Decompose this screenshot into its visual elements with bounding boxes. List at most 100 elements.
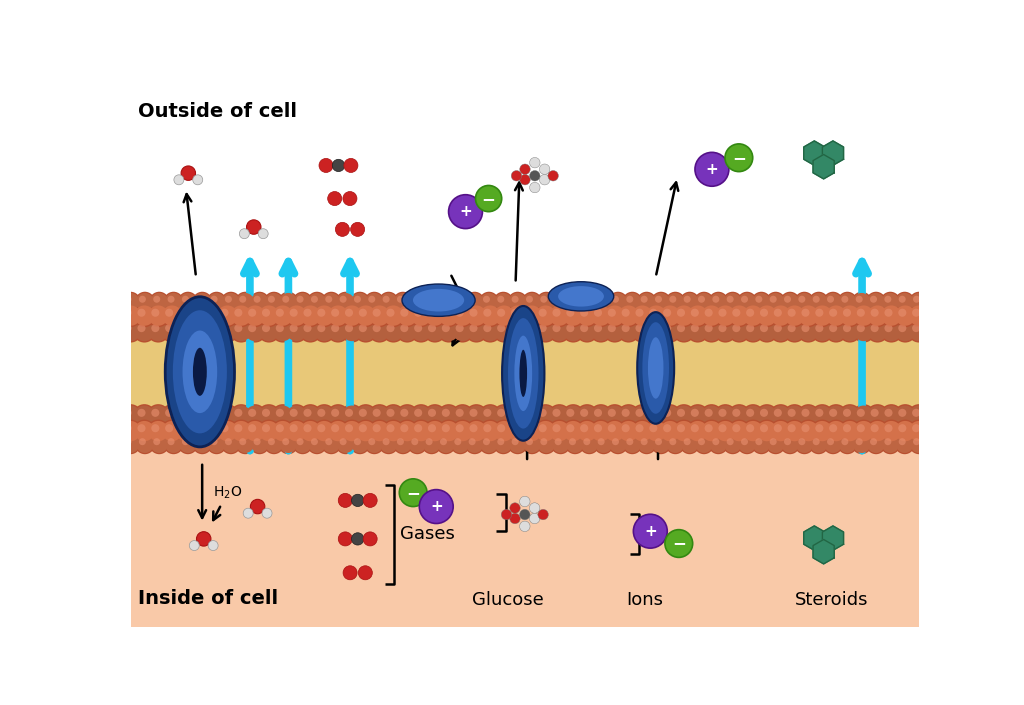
- Circle shape: [297, 295, 303, 302]
- Circle shape: [351, 293, 369, 310]
- Circle shape: [536, 405, 556, 426]
- Circle shape: [139, 439, 145, 445]
- Circle shape: [400, 409, 409, 417]
- Circle shape: [885, 324, 893, 332]
- Circle shape: [534, 404, 557, 427]
- Circle shape: [780, 434, 800, 454]
- Circle shape: [674, 421, 694, 441]
- Circle shape: [294, 436, 311, 453]
- Circle shape: [770, 421, 791, 441]
- Circle shape: [373, 409, 381, 417]
- Circle shape: [508, 292, 527, 312]
- Circle shape: [436, 292, 456, 312]
- Circle shape: [193, 175, 203, 185]
- Circle shape: [756, 439, 762, 445]
- Circle shape: [400, 324, 409, 332]
- Circle shape: [524, 324, 532, 332]
- Circle shape: [732, 424, 740, 432]
- Circle shape: [896, 293, 913, 310]
- Circle shape: [742, 305, 763, 326]
- Circle shape: [649, 309, 657, 317]
- Circle shape: [687, 405, 708, 426]
- Circle shape: [478, 304, 502, 327]
- Circle shape: [397, 321, 418, 341]
- Circle shape: [478, 419, 502, 443]
- Circle shape: [719, 424, 727, 432]
- Circle shape: [151, 436, 168, 453]
- Circle shape: [400, 309, 409, 317]
- Circle shape: [909, 434, 929, 454]
- Circle shape: [136, 436, 154, 453]
- Circle shape: [483, 324, 492, 332]
- Circle shape: [673, 304, 695, 327]
- Ellipse shape: [165, 297, 234, 447]
- Circle shape: [148, 421, 168, 441]
- Circle shape: [441, 309, 450, 317]
- Circle shape: [179, 409, 187, 417]
- Circle shape: [882, 321, 901, 341]
- Circle shape: [677, 424, 685, 432]
- Circle shape: [394, 293, 412, 310]
- Ellipse shape: [637, 312, 674, 424]
- Circle shape: [604, 305, 625, 326]
- Circle shape: [617, 304, 640, 327]
- Circle shape: [520, 174, 530, 185]
- Circle shape: [784, 421, 805, 441]
- Circle shape: [174, 404, 198, 427]
- Circle shape: [811, 419, 834, 443]
- Circle shape: [328, 321, 348, 341]
- Circle shape: [591, 321, 611, 341]
- Text: Steroids: Steroids: [795, 591, 868, 609]
- Circle shape: [119, 404, 142, 427]
- Circle shape: [338, 532, 352, 546]
- Circle shape: [812, 321, 833, 341]
- Circle shape: [365, 292, 384, 312]
- Circle shape: [165, 436, 182, 453]
- Circle shape: [275, 324, 284, 332]
- Circle shape: [746, 424, 755, 432]
- Circle shape: [251, 499, 265, 514]
- Circle shape: [204, 405, 223, 426]
- Circle shape: [259, 405, 280, 426]
- Circle shape: [354, 439, 360, 445]
- Circle shape: [767, 436, 784, 453]
- Circle shape: [395, 404, 419, 427]
- Circle shape: [667, 436, 684, 453]
- Circle shape: [165, 409, 173, 417]
- Circle shape: [548, 319, 571, 343]
- Circle shape: [797, 419, 820, 443]
- Circle shape: [146, 404, 170, 427]
- Circle shape: [742, 321, 763, 341]
- Circle shape: [300, 321, 321, 341]
- Circle shape: [314, 305, 335, 326]
- Circle shape: [898, 424, 906, 432]
- Circle shape: [894, 304, 916, 327]
- Circle shape: [604, 321, 625, 341]
- Circle shape: [268, 295, 274, 302]
- Circle shape: [687, 421, 708, 441]
- Circle shape: [658, 304, 682, 327]
- Circle shape: [677, 409, 685, 417]
- Circle shape: [327, 404, 349, 427]
- Circle shape: [494, 305, 514, 326]
- Circle shape: [508, 434, 527, 454]
- Circle shape: [910, 436, 928, 453]
- Circle shape: [383, 295, 389, 302]
- Circle shape: [529, 513, 540, 524]
- Circle shape: [176, 305, 196, 326]
- Circle shape: [137, 409, 145, 417]
- Circle shape: [494, 292, 513, 312]
- Circle shape: [637, 434, 656, 454]
- Circle shape: [536, 321, 556, 341]
- Circle shape: [176, 421, 196, 441]
- Circle shape: [637, 292, 656, 312]
- Text: Outside of cell: Outside of cell: [138, 102, 297, 121]
- Circle shape: [667, 293, 684, 310]
- Circle shape: [265, 293, 283, 310]
- Circle shape: [345, 324, 353, 332]
- Circle shape: [594, 424, 602, 432]
- Circle shape: [364, 532, 377, 546]
- Circle shape: [244, 304, 266, 327]
- Circle shape: [909, 421, 929, 441]
- Circle shape: [327, 319, 349, 343]
